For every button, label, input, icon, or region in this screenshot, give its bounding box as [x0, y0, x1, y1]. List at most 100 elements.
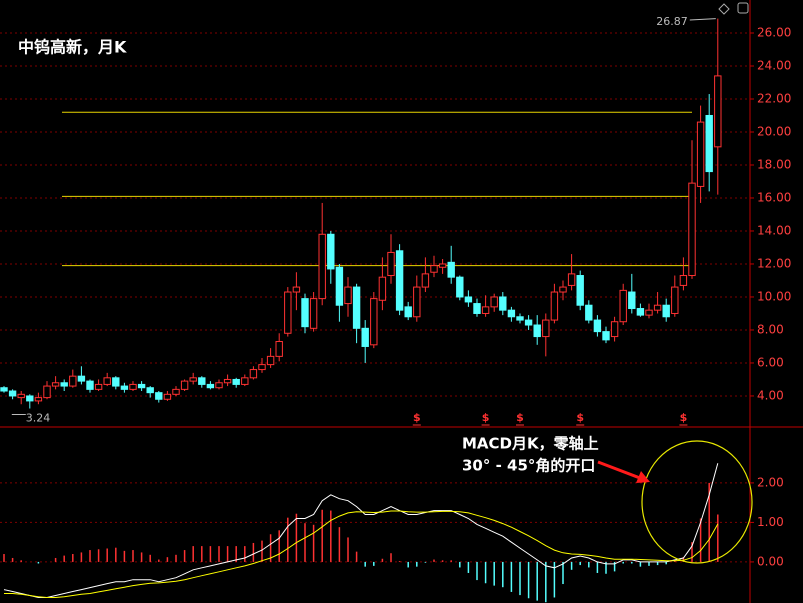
candle-body — [387, 251, 395, 277]
candle-body — [499, 296, 507, 311]
candle-body — [696, 121, 705, 187]
candle-body — [43, 385, 51, 399]
candle-body — [550, 291, 559, 321]
candle-body — [395, 250, 404, 311]
candle-body — [413, 286, 421, 318]
macd-line — [3, 463, 719, 598]
annotation: 30° - 45°角的开口 — [462, 457, 595, 475]
candle-body — [146, 387, 154, 394]
candle-body — [284, 291, 292, 334]
candle-body — [120, 385, 129, 390]
candle-body — [619, 289, 627, 323]
candle-body — [524, 319, 533, 326]
event-marker: $ — [680, 411, 688, 424]
candle-body — [576, 275, 584, 306]
candle-body — [94, 383, 103, 390]
y-tick-label: 8.00 — [757, 322, 784, 336]
candle-body — [69, 375, 77, 387]
candle-body — [206, 383, 215, 389]
candle-body — [447, 261, 455, 278]
y-tick-label: 6.00 — [757, 355, 784, 369]
candle-body — [301, 298, 309, 328]
y-tick-label: 16.00 — [757, 190, 791, 204]
candle-body — [542, 319, 550, 338]
candle-body — [602, 331, 610, 341]
candle-body — [705, 114, 713, 173]
candle-body — [344, 286, 352, 305]
candle-body — [266, 355, 275, 366]
candle-body — [352, 286, 361, 329]
y-tick-label: 0.00 — [757, 554, 784, 568]
candle-body — [593, 319, 602, 333]
y-tick-label: 12.00 — [757, 256, 791, 270]
candle-body — [628, 291, 636, 310]
min-label: 3.24 — [26, 412, 51, 425]
y-tick-label: 2.00 — [757, 475, 784, 489]
candle-body — [163, 393, 172, 400]
candle-body — [189, 377, 197, 382]
diamond-icon[interactable] — [718, 3, 730, 15]
event-marker: $ — [576, 411, 584, 424]
candle-body — [241, 377, 249, 385]
candle-body — [636, 308, 645, 316]
candle-body — [198, 377, 206, 385]
candle-body — [215, 382, 223, 389]
candle-body — [507, 309, 516, 318]
candle-body — [481, 306, 490, 314]
arrow-head — [636, 471, 650, 483]
candle-body — [180, 380, 189, 390]
candle-body — [309, 298, 318, 329]
candle-body — [137, 383, 146, 389]
y-tick-label: 10.00 — [757, 289, 791, 303]
arrow-shaft — [597, 460, 641, 480]
y-tick-label: 4.00 — [757, 388, 784, 402]
event-marker: $ — [413, 411, 421, 424]
candle-body — [473, 303, 481, 314]
candle-body — [378, 276, 387, 301]
candle-body — [679, 275, 688, 286]
candle-body — [77, 375, 86, 382]
candle-body — [456, 276, 464, 298]
annotation: MACD月K，零轴上 — [462, 435, 599, 453]
candle-body — [610, 321, 619, 338]
y-tick-label: 22.00 — [757, 91, 791, 105]
candle-body — [653, 304, 662, 311]
candle-body — [34, 397, 43, 402]
candle-body — [370, 298, 378, 346]
candle-body — [155, 392, 163, 400]
candle-body — [223, 378, 232, 384]
candle-body — [662, 304, 670, 318]
event-marker: $ — [482, 411, 490, 424]
candle-body — [688, 182, 696, 277]
candle-body — [645, 309, 653, 316]
candle-body — [421, 273, 430, 288]
candle-body — [26, 395, 34, 402]
candle-body — [318, 233, 326, 300]
candle-body — [8, 390, 17, 397]
candle-body — [361, 327, 369, 347]
candle-body — [404, 306, 412, 318]
candle-body — [60, 382, 68, 387]
candle-body — [103, 377, 111, 385]
candle-body — [430, 265, 438, 273]
candle-body — [275, 341, 283, 357]
chart-title: 中钨高新，月K — [18, 38, 127, 57]
y-tick-label: 1.00 — [757, 515, 784, 529]
candle-body — [112, 377, 120, 387]
candle-body — [258, 364, 266, 371]
macd-line — [4, 510, 719, 598]
candle-body — [232, 378, 240, 385]
max-label: 26.87 — [656, 15, 688, 28]
candle-body — [714, 75, 722, 148]
y-tick-label: 14.00 — [757, 223, 791, 237]
candle-body — [249, 369, 258, 379]
highlight-ellipse — [641, 440, 753, 564]
candle-body — [172, 388, 180, 395]
candle-body — [335, 266, 344, 306]
window-icon[interactable] — [737, 2, 749, 14]
y-tick-label: 26.00 — [757, 25, 791, 39]
candle-body — [129, 383, 137, 390]
candle-body — [567, 273, 576, 286]
